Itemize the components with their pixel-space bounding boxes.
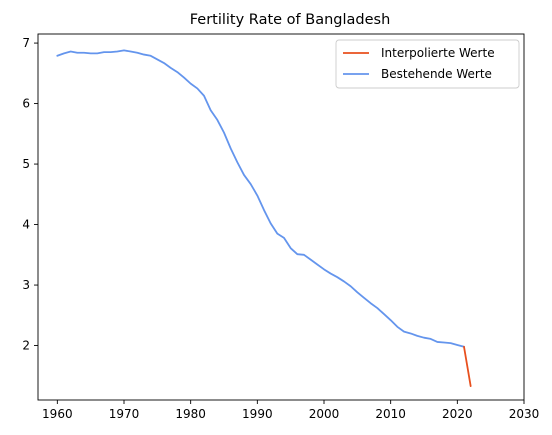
series-line-interpolierte-werte xyxy=(463,345,472,387)
chart-title: Fertility Rate of Bangladesh xyxy=(190,12,391,28)
y-tick-label: 7 xyxy=(22,36,30,50)
x-tick-label: 2010 xyxy=(375,407,406,421)
series-line-bestehende-werte xyxy=(56,49,465,348)
legend: Interpolierte Werte Bestehende Werte xyxy=(335,39,520,89)
legend-label: Interpolierte Werte xyxy=(381,46,495,60)
plot-frame xyxy=(37,33,525,401)
y-tick-label: 3 xyxy=(22,278,30,292)
x-tick-label: 2030 xyxy=(509,407,540,421)
x-tick-label: 1970 xyxy=(109,407,140,421)
y-tick-label: 6 xyxy=(22,97,30,111)
x-tick-label: 1960 xyxy=(42,407,73,421)
x-tick-label: 2020 xyxy=(442,407,473,421)
y-tick-label: 4 xyxy=(22,218,30,232)
axes: 1960 1970 1980 1990 2000 2010 2020 2030 2 3 4 5 6 7 xyxy=(22,36,539,421)
x-tick-label: 2000 xyxy=(309,407,340,421)
y-tick-label: 2 xyxy=(22,339,30,353)
y-tick-label: 5 xyxy=(22,157,30,171)
x-tick-label: 1990 xyxy=(242,407,273,421)
legend-box xyxy=(335,39,520,89)
legend-label: Bestehende Werte xyxy=(381,67,492,81)
x-tick-label: 1980 xyxy=(175,407,206,421)
plot-area xyxy=(56,49,472,387)
